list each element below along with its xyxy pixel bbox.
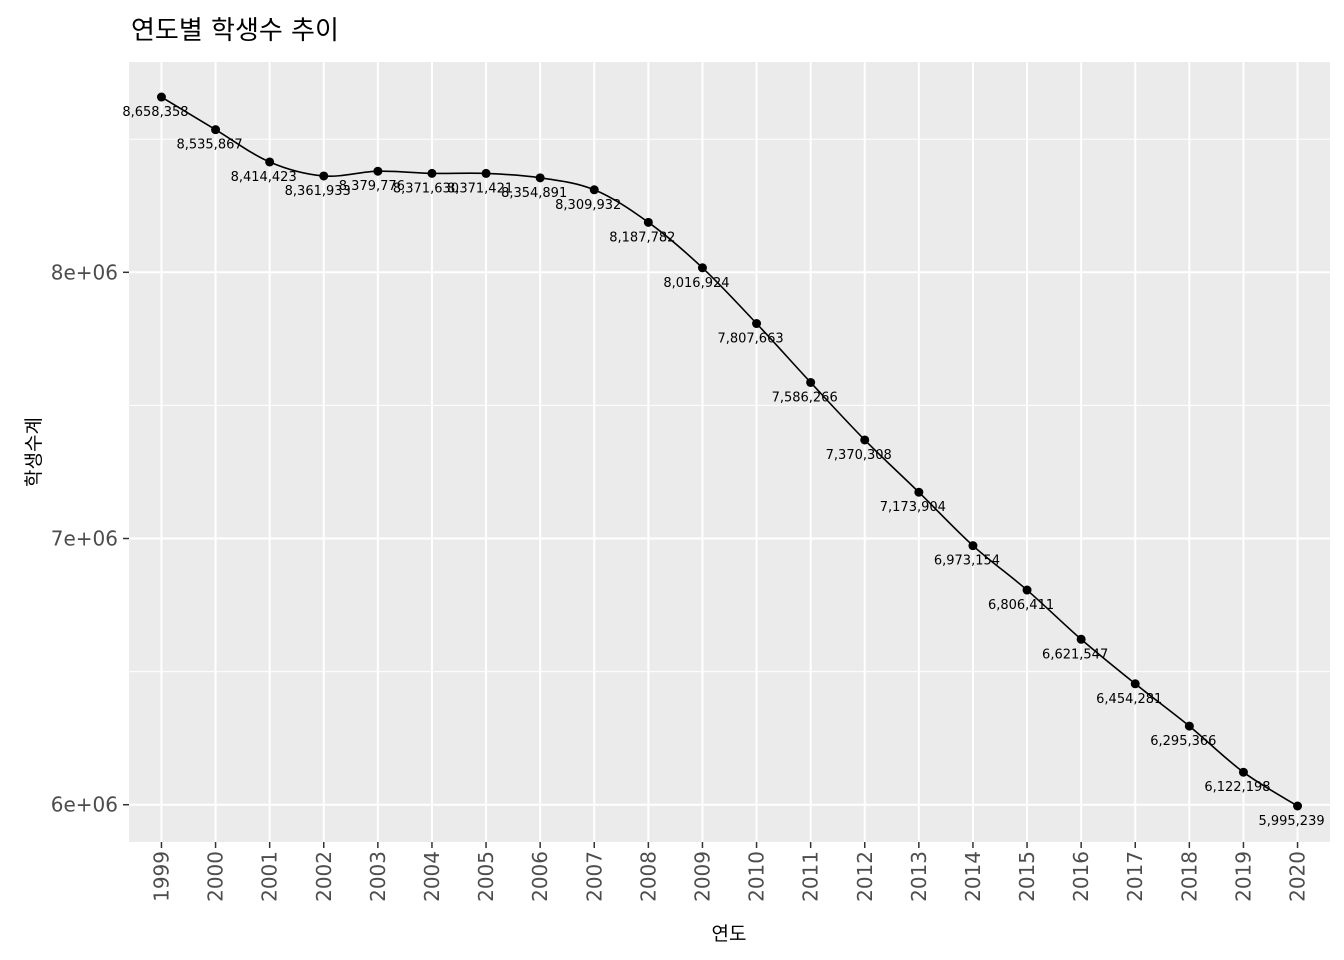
data-label: 8,361,933 [285,184,351,199]
data-point [589,185,599,195]
x-tick-label: 2013 [907,851,931,902]
x-tick-label: 2003 [366,851,390,902]
data-points [156,92,1303,811]
data-label: 7,586,266 [772,390,838,405]
x-axis: 1999 2000 2001 2002 2003 2004 2005 2006 2007 2008… [149,842,1310,902]
x-tick-label: 2000 [204,851,228,902]
x-tick-label: 2014 [961,851,985,902]
x-axis-title: 연도 [712,923,747,945]
data-label: 8,371,421 [447,181,513,196]
data-point [1076,634,1086,644]
data-point [1130,679,1140,689]
x-tick-label: 2007 [582,851,606,902]
y-tick-label: 6e+06 [51,793,118,817]
data-label: 8,309,932 [555,198,621,213]
data-label: 6,806,411 [988,598,1054,613]
x-tick-label: 1999 [149,851,173,902]
data-label: 6,621,547 [1042,647,1108,662]
x-tick-label: 2012 [853,851,877,902]
x-tick-label: 2020 [1286,851,1310,902]
data-label: 6,973,154 [934,554,1000,569]
data-point [156,92,166,102]
y-tick-label: 7e+06 [51,527,118,551]
data-point [427,168,437,178]
data-point [1184,721,1194,731]
data-point [697,263,707,273]
data-label: 6,454,281 [1096,692,1162,707]
x-tick-label: 2009 [690,851,714,902]
data-label: 8,371,630 [393,181,459,196]
x-tick-label: 2011 [799,851,823,902]
x-tick-label: 2019 [1231,851,1255,902]
x-tick-label: 2006 [528,851,552,902]
data-point [914,487,924,497]
x-tick-label: 2016 [1069,851,1093,902]
data-label: 7,807,663 [717,332,783,347]
data-point [968,541,978,551]
x-tick-label: 2015 [1015,851,1039,902]
data-labels: 8,658,3588,535,8678,414,4238,361,9338,37… [122,105,1324,829]
data-label: 8,187,782 [609,230,675,245]
data-label: 8,658,358 [122,105,188,120]
x-tick-label: 2018 [1177,851,1201,902]
x-tick-label: 2008 [636,851,660,902]
data-point [1238,767,1248,777]
x-tick-label: 2001 [258,851,282,902]
y-tick-label: 8e+06 [51,260,118,284]
data-label: 5,995,239 [1258,814,1324,829]
data-point [265,157,275,167]
y-axis-title: 학생수계 [23,417,45,487]
data-label: 6,122,198 [1204,780,1270,795]
data-label: 8,354,891 [501,186,567,201]
data-label: 8,379,776 [339,179,405,194]
data-point [481,168,491,178]
x-tick-label: 2010 [745,851,769,902]
data-label: 7,173,904 [880,500,946,515]
data-point [806,377,816,387]
x-tick-label: 2005 [474,851,498,902]
data-point [373,166,383,176]
data-point [860,435,870,445]
data-label: 8,535,867 [176,138,242,153]
data-point [211,125,221,135]
data-label: 8,414,423 [231,170,297,185]
x-tick-label: 2017 [1123,851,1147,902]
grid-lines [129,62,1330,842]
data-label: 8,016,924 [663,276,729,291]
data-point [319,171,329,181]
x-tick-label: 2002 [312,851,336,902]
data-label: 6,295,366 [1150,734,1216,749]
data-point [1293,801,1303,811]
plot-panel [129,62,1330,842]
y-axis: 6e+06 7e+06 8e+06 [51,260,129,817]
data-point [752,319,762,329]
chart-title: 연도별 학생수 추이 [131,16,339,46]
data-point [643,217,653,227]
data-point [1022,585,1032,595]
data-label: 7,370,308 [826,448,892,463]
data-point [535,173,545,183]
x-tick-label: 2004 [420,851,444,902]
